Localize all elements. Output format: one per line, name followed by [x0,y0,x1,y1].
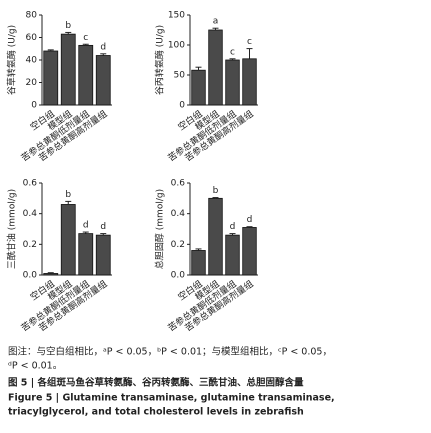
bar [43,273,59,276]
significance-letter: c [83,33,88,43]
bar [208,197,223,276]
bar [43,50,59,106]
y-axis-label: 谷丙转氨酶 (U/g) [154,25,166,95]
significance-letter: a [213,17,219,27]
y-tick-label: 0.6 [23,179,38,189]
y-tick-label: 150 [168,11,185,21]
y-tick-label: 0.6 [171,179,186,189]
significance-letter: b [65,21,71,31]
y-tick-label: 40 [26,56,38,66]
significance-letter: d [247,215,253,225]
significance-letter: c [247,37,252,47]
y-tick-label: 0.0 [23,271,38,281]
significance-letter: d [83,221,89,231]
significance-letter: d [100,42,106,52]
y-tick-label: 100 [168,41,185,51]
note-line: 图注：与空白组相比，ᵃP < 0.05，ᵇP < 0.01；与模型组相比，ᶜP … [8,346,332,358]
y-tick-label: 80 [26,11,38,21]
y-axis-label: 三酰甘油 (mmol/g) [6,189,18,269]
y-tick-label: 20 [26,78,38,88]
bar [242,227,257,276]
y-axis-label: 总胆固醇 (mmol/g) [154,189,166,269]
bar [60,33,76,106]
y-tick-label: 0.4 [171,209,186,219]
y-tick-label: 60 [26,33,38,43]
bar [191,250,206,276]
bar [225,59,240,106]
y-tick-label: 0.2 [171,240,185,250]
bar [95,234,111,276]
caption-title: 图 5 | 各组斑马鱼谷草转氨酶、谷丙转氨酶、三酰甘油、总胆固醇含量 [8,377,304,389]
y-tick-label: 0.2 [23,240,37,250]
significance-letter: d [100,222,106,232]
significance-letter: b [65,190,71,200]
y-axis-label: 谷草转氨酶 (U/g) [6,25,18,95]
significance-letter: d [230,222,236,232]
y-tick-label: 0 [31,101,37,111]
y-tick-label: 50 [174,71,186,81]
y-tick-label: 0.0 [171,271,186,281]
bar [242,58,257,106]
bar [95,55,111,106]
bar [78,233,94,276]
bar [225,234,240,276]
caption-title-en: triacylglycerol, and total cholesterol l… [8,407,304,418]
significance-letter: c [230,47,235,57]
note-line: ᵈP < 0.01。 [8,361,62,372]
caption-title-en: Figure 5 | Glutamine transaminase, gluta… [8,393,335,404]
bar [191,69,206,106]
bar [78,44,94,106]
bar [60,204,76,276]
y-tick-label: 0.4 [23,209,38,219]
bar [208,29,223,106]
significance-letter: b [213,186,219,196]
y-tick-label: 0 [179,101,185,111]
